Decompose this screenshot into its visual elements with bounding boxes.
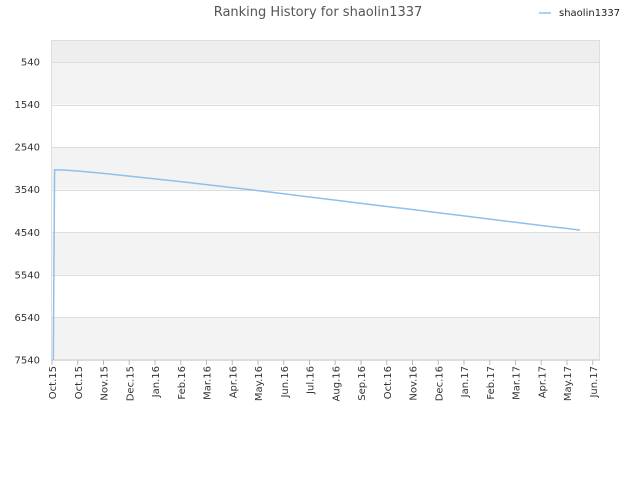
y-tick-label: 5540 [15,270,40,281]
x-tick-label: Dec.16 [434,366,445,401]
y-tick-label: 540 [21,58,40,69]
chart-title: Ranking History for shaolin1337 [214,5,423,20]
y-tick-label: 1540 [15,100,40,111]
legend[interactable]: shaolin1337 [539,8,620,19]
x-tick-label: May.17 [563,366,574,401]
y-tick-label: 2540 [15,143,40,154]
x-tick-label: Jan.16 [151,366,162,398]
plot-band [51,104,600,148]
x-axis: Oct.15 Oct.15 Nov.15 Dec.15 Jan.16 Feb.16 Mar.… [48,360,600,401]
series-line-shaolin1337 [52,168,580,361]
x-tick-label: May.16 [254,366,265,401]
plot-band [51,62,600,105]
x-tick-label: Jul.16 [306,366,317,395]
series-layer [52,168,580,361]
y-tick-label: 7540 [15,356,40,367]
plot-band [51,147,600,190]
y-tick-label: 6540 [15,313,40,324]
x-tick-label: Oct.15 [48,366,59,399]
x-tick-label: Jun.17 [589,366,600,399]
x-tick-label: Apr.16 [228,366,239,398]
y-axis: 540 1540 2540 3540 4540 5540 6540 7540 [15,58,40,367]
y-tick-label: 3540 [15,185,40,196]
x-tick-label: Aug.16 [331,366,342,401]
x-tick-label: Nov.15 [100,366,111,401]
x-tick-label: Jan.17 [460,366,471,398]
x-tick-label: Feb.16 [177,366,188,400]
grid-lines [51,40,600,361]
x-tick-label: Nov.16 [409,366,420,401]
x-tick-label: Oct.15 [74,366,85,399]
plot-band [51,317,600,360]
plot-bands [51,40,600,360]
x-tick-label: Dec.15 [125,366,136,401]
x-tick-label: Sep.16 [357,366,368,401]
plot-band [51,232,600,275]
x-tick-label: Apr.17 [537,366,548,398]
plot-band [51,274,600,318]
x-tick-label: Feb.17 [486,366,497,400]
plot-band-top [51,40,600,62]
x-tick-label: Oct.16 [383,366,394,399]
plot-band [51,189,600,233]
x-tick-label: Mar.17 [512,366,523,400]
x-tick-label: Mar.16 [203,366,214,400]
plot-frame [51,40,600,360]
y-tick-label: 4540 [15,228,40,239]
legend-label[interactable]: shaolin1337 [559,8,620,19]
x-tick-label: Jun.16 [280,366,291,399]
